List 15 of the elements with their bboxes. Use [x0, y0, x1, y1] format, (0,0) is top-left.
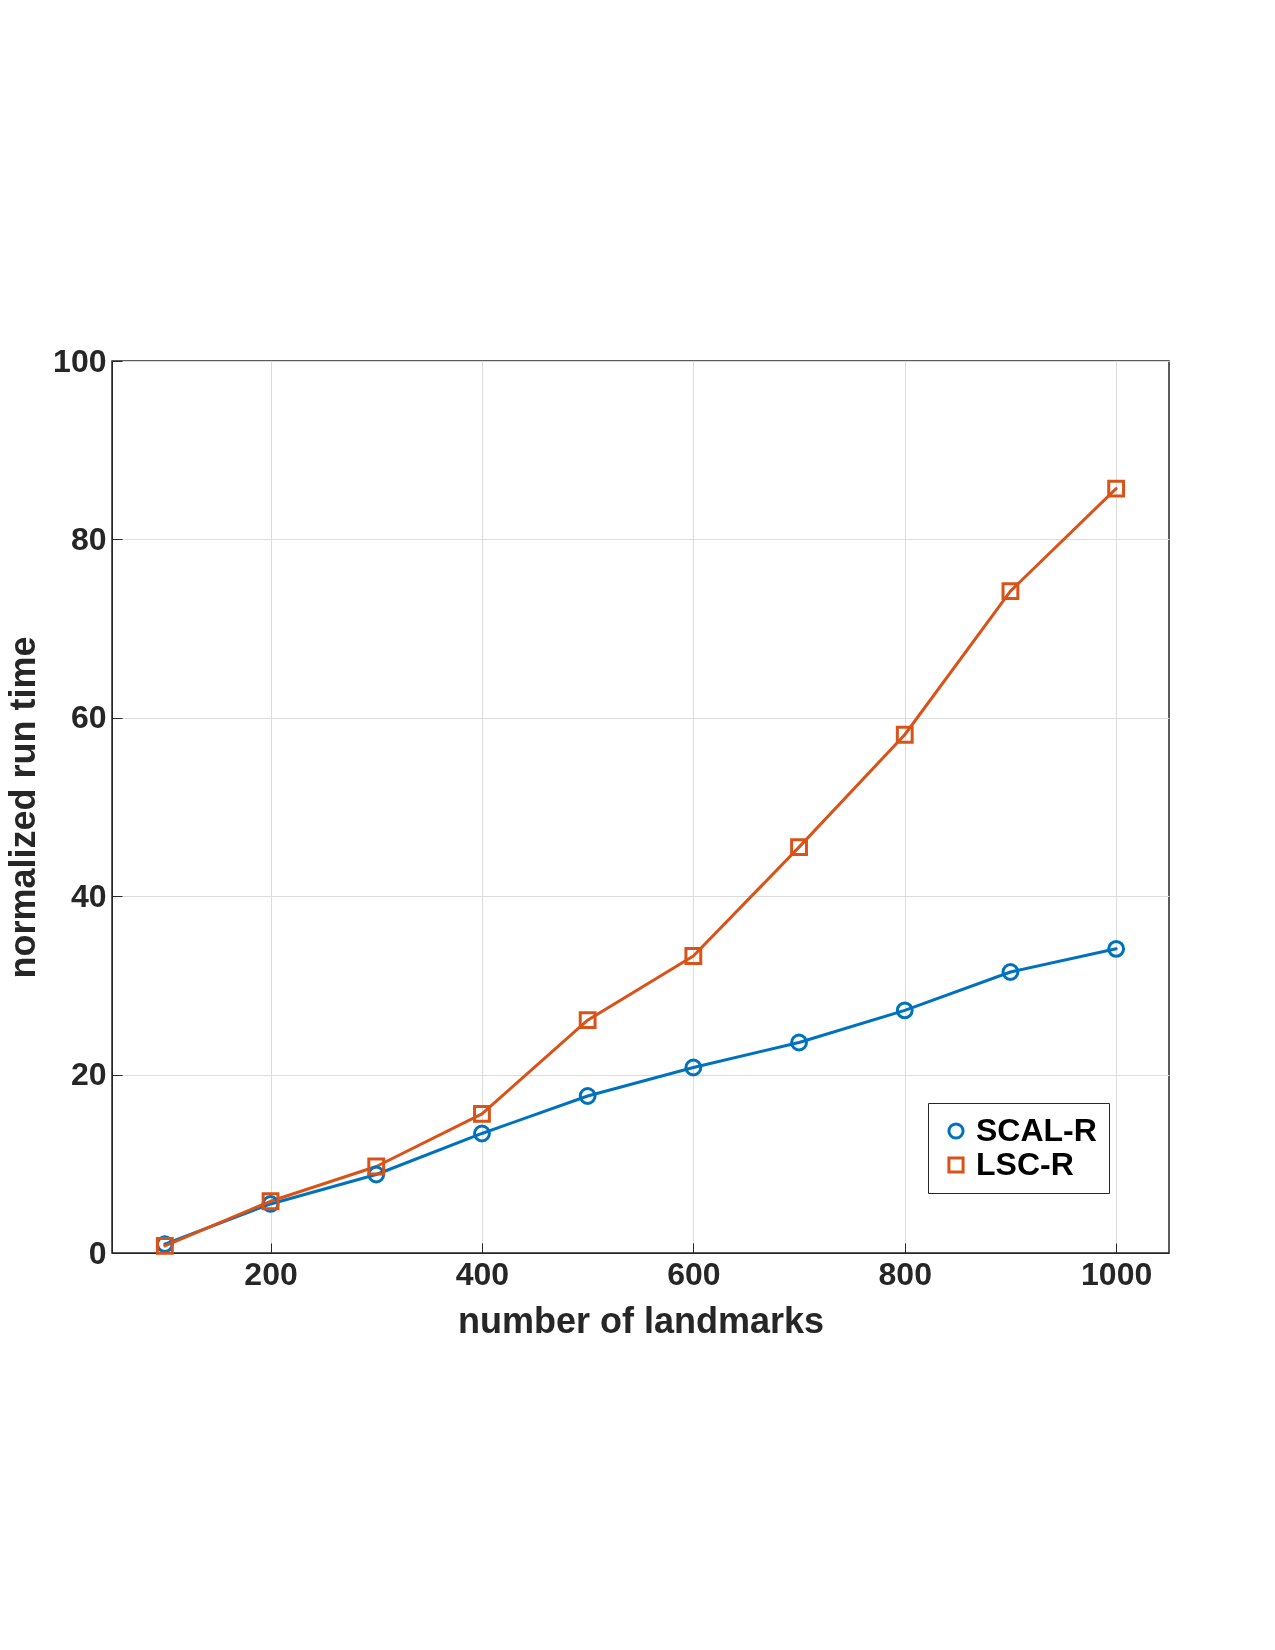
x-tick-label: 1000: [1081, 1255, 1153, 1292]
y-axis-title: normalized run time: [2, 636, 44, 979]
y-tick-label: 60: [70, 699, 107, 736]
x-tick-label: 800: [878, 1255, 932, 1292]
y-tick-label: 0: [88, 1234, 107, 1271]
x-axis-title: number of landmarks: [457, 1299, 825, 1341]
y-tick-label: 40: [70, 877, 107, 914]
x-tick-label: 400: [455, 1255, 510, 1292]
y-tick-label: 100: [53, 342, 107, 379]
x-tick-label: 200: [244, 1255, 298, 1292]
legend-label: LSC-R: [976, 1146, 1074, 1182]
y-tick-label: 20: [70, 1056, 107, 1093]
x-tick-label: 600: [667, 1255, 721, 1292]
y-tick-label: 80: [70, 520, 107, 557]
legend-label: SCAL-R: [976, 1112, 1097, 1148]
